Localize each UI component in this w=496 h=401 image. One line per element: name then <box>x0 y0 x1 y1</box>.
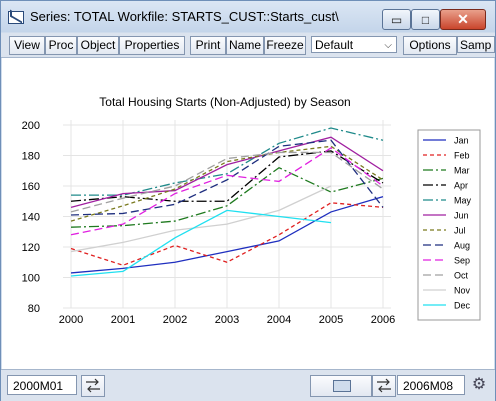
series-line-may <box>71 127 384 196</box>
series-line-nov <box>70 185 332 253</box>
swap-end-button[interactable] <box>372 375 396 397</box>
series-line-mar <box>70 166 384 228</box>
properties-button[interactable]: Properties <box>119 36 185 55</box>
y-tick-label: 120 <box>22 242 40 254</box>
legend-label: Jan <box>454 136 469 146</box>
legend-label: Mar <box>454 166 470 176</box>
format-select-value: Default <box>315 38 354 52</box>
graph-area: Total Housing Starts (Non-Adjusted) by S… <box>2 58 494 369</box>
object-button[interactable]: Object <box>77 36 119 55</box>
line-chart: Total Housing Starts (Non-Adjusted) by S… <box>22 95 481 326</box>
name-button[interactable]: Name <box>226 36 264 55</box>
y-tick-label: 200 <box>22 120 40 132</box>
series-line-dec <box>70 209 332 277</box>
proc-button[interactable]: Proc <box>45 36 77 55</box>
swap-arrows-icon <box>377 378 391 393</box>
y-tick-label: 140 <box>22 212 40 224</box>
chart-legend: Jan Feb Mar Apr May Jun Jul Aug Sep Oct Nov Dec <box>417 129 481 321</box>
chart-icon <box>8 11 24 24</box>
window-title: Series: TOTAL Workfile: STARTS_CUST::Sta… <box>30 9 339 24</box>
x-tick-label: 2002 <box>163 314 187 326</box>
legend-label: Jun <box>454 211 469 221</box>
x-tick-label: 2001 <box>111 314 135 326</box>
slider-thumb[interactable] <box>333 380 351 392</box>
close-button[interactable]: ✕ <box>440 9 486 30</box>
swap-arrows-icon <box>86 378 100 393</box>
format-select[interactable]: Default ⌵ <box>311 36 397 53</box>
legend-label: Oct <box>454 271 469 281</box>
legend-label: Sep <box>454 256 470 266</box>
swap-start-button[interactable] <box>81 375 105 397</box>
series-line-oct <box>70 151 384 213</box>
legend-label: Dec <box>454 301 471 311</box>
maximize-icon: □ <box>421 12 430 27</box>
x-tick-label: 2006 <box>371 314 395 326</box>
y-tick-label: 180 <box>22 151 40 163</box>
x-tick-label: 2000 <box>59 314 83 326</box>
legend-label: May <box>454 196 472 206</box>
gear-icon[interactable]: ⚙ <box>471 376 487 393</box>
view-button[interactable]: View <box>9 36 45 55</box>
close-icon: ✕ <box>457 11 469 27</box>
y-tick-label: 160 <box>22 181 40 193</box>
minimize-button[interactable]: ▭ <box>382 9 411 30</box>
x-tick-label: 2004 <box>267 314 291 326</box>
print-button[interactable]: Print <box>190 36 226 55</box>
series-line-jan <box>70 196 384 274</box>
minimize-icon: ▭ <box>390 12 403 27</box>
legend-label: Apr <box>454 181 468 191</box>
sample-start-field[interactable]: 2000M01 <box>7 375 77 395</box>
freeze-button[interactable]: Freeze <box>264 36 306 55</box>
chart-series <box>70 127 384 277</box>
x-tick-label: 2005 <box>319 314 343 326</box>
legend-label: Nov <box>454 286 471 296</box>
series-line-aug <box>70 139 384 216</box>
legend-box <box>417 129 481 321</box>
series-line-apr <box>70 150 384 202</box>
legend-label: Jul <box>454 226 466 236</box>
chart-title: Total Housing Starts (Non-Adjusted) by S… <box>99 95 350 109</box>
x-tick-label: 2003 <box>215 314 239 326</box>
maximize-button[interactable]: □ <box>411 9 440 30</box>
sample-slider[interactable] <box>310 375 372 397</box>
status-bar: 2000M01 2006M08 ⚙ <box>1 369 495 401</box>
series-line-jun <box>70 136 384 208</box>
toolbar: View Proc Object Properties Print Name F… <box>1 33 495 58</box>
legend-label: Feb <box>454 151 470 161</box>
chevron-down-icon: ⌵ <box>384 40 392 51</box>
sample-button[interactable]: Samp <box>457 36 495 53</box>
y-tick-label: 100 <box>22 273 40 285</box>
options-button[interactable]: Options <box>403 36 457 55</box>
sample-end-field[interactable]: 2006M08 <box>397 375 465 395</box>
chart-axes: 80 100 120 140 160 180 200 2000 2001 2002 2003 2004… <box>22 120 396 326</box>
series-line-feb <box>70 202 384 266</box>
legend-label: Aug <box>454 241 470 251</box>
series-line-sep <box>70 147 384 236</box>
title-bar[interactable]: Series: TOTAL Workfile: STARTS_CUST::Sta… <box>1 1 495 32</box>
y-tick-label: 80 <box>28 303 40 315</box>
